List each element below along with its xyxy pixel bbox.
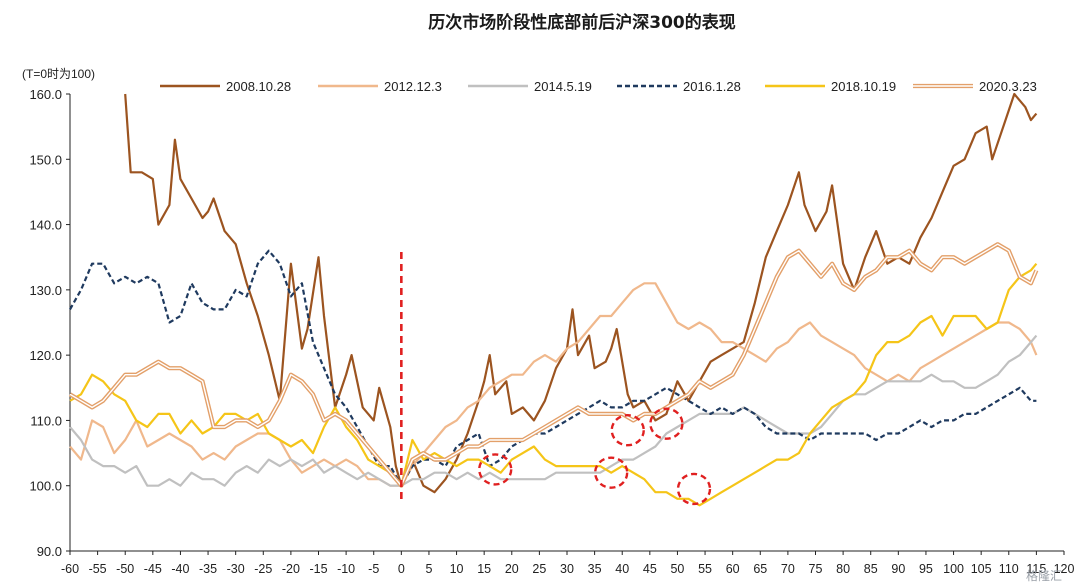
x-tick-label: -5	[368, 562, 379, 576]
highlight-circle	[593, 456, 629, 489]
x-tick-label: 35	[588, 562, 602, 576]
legend-item: 2016.1.28	[617, 79, 741, 94]
y-tick-label: 90.0	[37, 544, 62, 559]
x-tick-label: 5	[425, 562, 432, 576]
watermark: 格隆汇	[1026, 568, 1062, 583]
x-tick-label: -45	[144, 562, 162, 576]
legend-label: 2008.10.28	[226, 79, 291, 94]
legend-label: 2016.1.28	[683, 79, 741, 94]
x-tick-label: 100	[943, 562, 964, 576]
x-tick-label: 80	[836, 562, 850, 576]
y-tick-label: 100.0	[29, 479, 62, 494]
annotation-layer	[400, 252, 712, 506]
unit-label: (T=0时为100)	[22, 67, 95, 81]
series-line	[69, 262, 1038, 507]
x-tick-label: 25	[532, 562, 546, 576]
legend-item: 2012.12.3	[318, 79, 442, 94]
x-tick-label: 120	[1054, 562, 1075, 576]
series-line	[69, 282, 1038, 487]
series-2008.10.28	[124, 92, 1038, 494]
x-tick-label: -10	[337, 562, 355, 576]
x-tick-label: -30	[227, 562, 245, 576]
y-tick-label: 130.0	[29, 283, 62, 298]
series-line-inner	[69, 243, 1038, 487]
x-tick-label: 40	[615, 562, 629, 576]
highlight-circle	[478, 453, 513, 486]
y-axis: 90.0 100.0 110.0 120.0 130.0 140.0 150.0 160.0	[29, 87, 71, 559]
x-tick-label: 110	[999, 562, 1019, 576]
x-tick-label: 30	[560, 562, 574, 576]
x-tick-label: 45	[643, 562, 657, 576]
series-line	[124, 92, 1038, 494]
legend: 2008.10.28 2012.12.3 2014.5.19 2016.1.28 201…	[160, 79, 1037, 94]
series-line-outer	[68, 242, 1039, 488]
highlight-circle	[610, 414, 645, 447]
series-2014.5.19	[69, 334, 1038, 487]
y-tick-label: 160.0	[29, 87, 62, 102]
series-line	[69, 249, 1037, 487]
x-tick-label: 70	[781, 562, 795, 576]
series-line	[69, 334, 1038, 487]
y-tick-label: 110.0	[30, 413, 62, 428]
x-tick-label: -55	[89, 562, 107, 576]
x-tick-label: 90	[891, 562, 905, 576]
x-tick-label: 95	[919, 562, 933, 576]
legend-label: 2012.12.3	[384, 79, 442, 94]
series-layer	[68, 92, 1039, 507]
x-tick-label: 10	[450, 562, 464, 576]
x-tick-label: -40	[171, 562, 189, 576]
x-tick-label: 0	[398, 562, 405, 576]
x-tick-label: -20	[282, 562, 300, 576]
legend-item: 2014.5.19	[468, 79, 592, 94]
x-tick-label: 85	[864, 562, 878, 576]
series-2018.10.19	[69, 262, 1038, 507]
highlight-circle	[649, 407, 684, 440]
x-tick-label: 55	[698, 562, 712, 576]
x-axis: -60 -55 -50 -45 -40 -35 -30 -25 -20 -15 -10 -5 0 5 10 1…	[61, 550, 1075, 576]
x-tick-label: -35	[199, 562, 217, 576]
x-tick-label: 15	[477, 562, 491, 576]
legend-label: 2018.10.19	[831, 79, 896, 94]
x-tick-label: 115	[1026, 562, 1046, 576]
x-tick-label: -15	[309, 562, 327, 576]
y-tick-label: 150.0	[29, 152, 62, 167]
legend-item: 2008.10.28	[160, 79, 291, 94]
highlight-circle	[676, 472, 712, 506]
x-tick-label: 50	[670, 562, 684, 576]
series-2012.12.3	[69, 282, 1038, 487]
legend-item: 2018.10.19	[765, 79, 896, 94]
x-tick-label: 75	[809, 562, 823, 576]
x-tick-label: 65	[753, 562, 767, 576]
legend-label: 2014.5.19	[534, 79, 592, 94]
legend-item: 2020.3.23	[913, 79, 1037, 94]
x-tick-label: 20	[505, 562, 519, 576]
y-tick-label: 140.0	[29, 218, 62, 233]
chart-title: 历次市场阶段性底部前后沪深300的表现	[428, 12, 736, 33]
series-2016.1.28	[69, 249, 1037, 487]
x-tick-label: -60	[61, 562, 79, 576]
x-tick-label: -50	[116, 562, 134, 576]
x-tick-label: 105	[971, 562, 992, 576]
x-tick-label: 60	[726, 562, 740, 576]
series-2020.3.23	[68, 242, 1039, 488]
legend-label: 2020.3.23	[979, 79, 1037, 94]
x-tick-label: -25	[254, 562, 272, 576]
y-tick-label: 120.0	[29, 348, 62, 363]
